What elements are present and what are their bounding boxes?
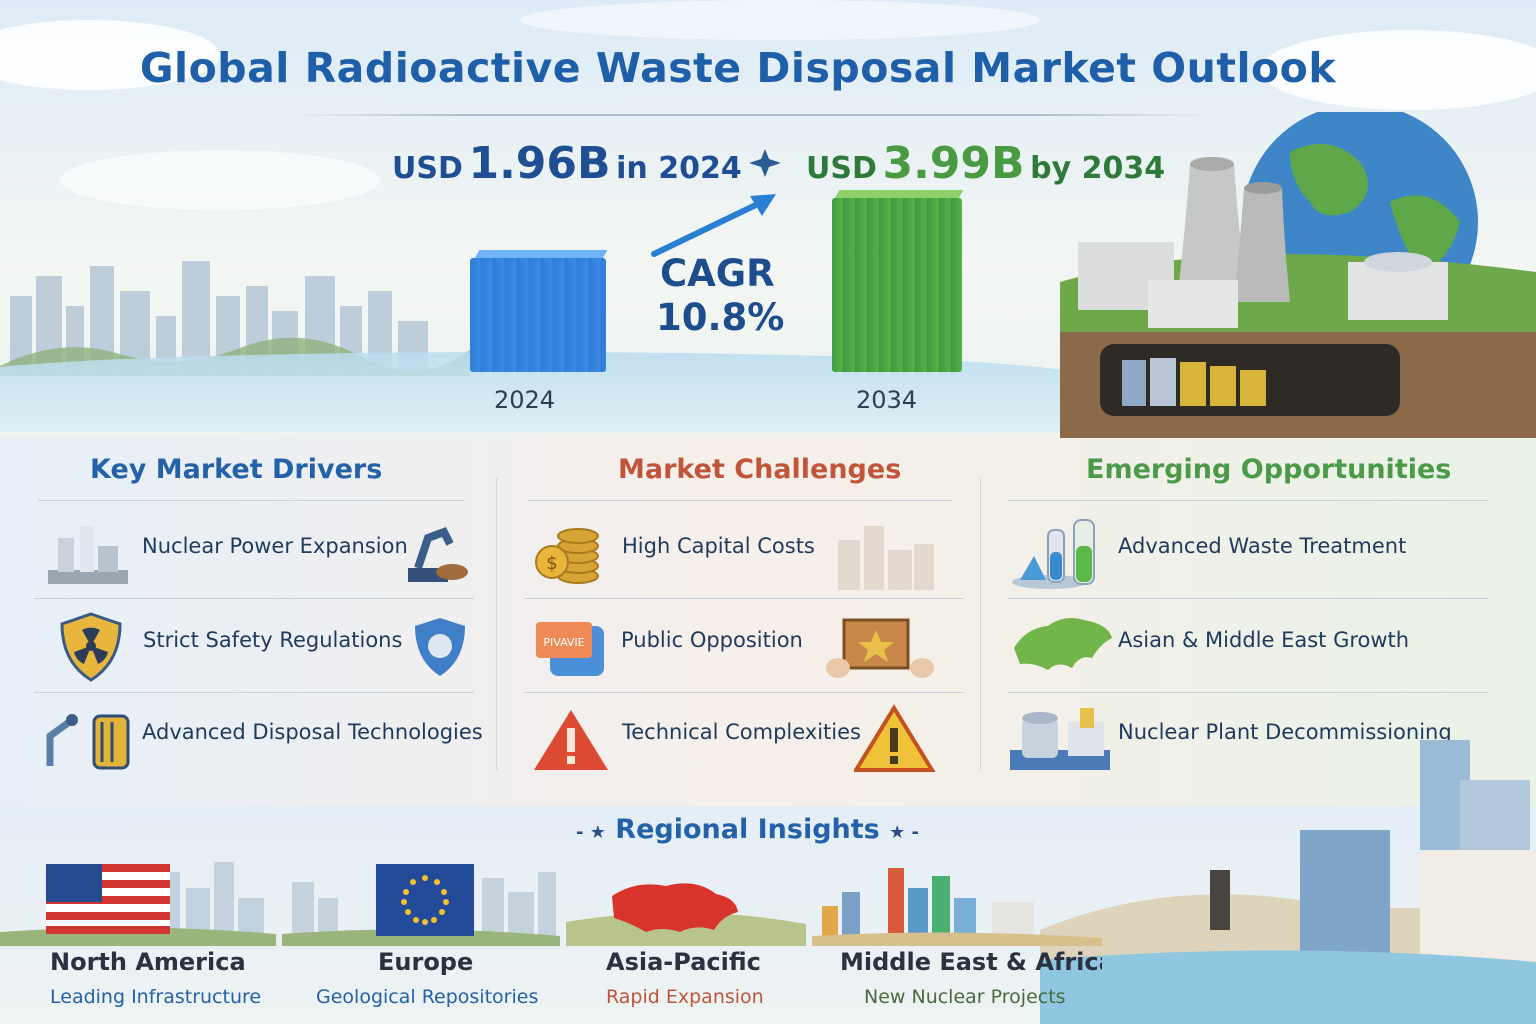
region-name: Middle East & Africa [840, 948, 1102, 976]
star-icon: ★ - [889, 822, 920, 843]
power-plant-icon [48, 526, 128, 584]
column-divider [496, 478, 497, 770]
list-item-driver: Advanced Disposal Technologies [34, 698, 483, 782]
region-name: Asia-Pacific [606, 948, 761, 976]
bar-label-2034: 2034 [856, 386, 918, 414]
market-amount: 1.96B [468, 138, 611, 189]
market-amount: 3.99B [882, 138, 1025, 189]
list-item-opportunity: Asian & Middle East Growth [1004, 606, 1504, 690]
region-name: North America [50, 948, 246, 976]
regional-heading: - ★ Regional Insights ★ - [576, 814, 919, 845]
nuclear-plant-repository-illustration [1060, 112, 1536, 438]
warning-sign-icon [854, 704, 936, 772]
row-divider [524, 598, 964, 599]
currency-label: USD [392, 151, 463, 186]
region-card-middle-east-africa: Middle East & Africa New Nuclear Project… [812, 862, 1102, 1024]
protest-sign-icon: PIVAVIE [536, 622, 604, 676]
row-divider [524, 692, 964, 693]
usa-flag-icon [46, 864, 170, 934]
region-subtitle: Rapid Expansion [606, 986, 764, 1008]
driver-label: Strict Safety Regulations [143, 628, 403, 652]
year-label: in 2024 [616, 151, 742, 186]
opportunity-label: Asian & Middle East Growth [1118, 628, 1410, 652]
svg-text:$: $ [546, 553, 557, 574]
bar-label-2024: 2024 [494, 386, 556, 414]
svg-text:PIVAVIE: PIVAVIE [543, 636, 584, 649]
region-name: Europe [378, 948, 474, 976]
cagr-value: 10.8% [656, 296, 785, 339]
bar-2024 [470, 258, 606, 372]
drivers-heading: Key Market Drivers [90, 454, 383, 485]
currency-label: USD [806, 151, 877, 186]
market-value-2034: USD 3.99B by 2034 [806, 138, 1165, 189]
asia-pacific-map-icon [612, 883, 738, 932]
row-divider [1008, 598, 1488, 599]
region-subtitle: New Nuclear Projects [864, 986, 1066, 1008]
list-item-challenge: Technical Complexities [524, 698, 964, 782]
page-title: Global Radioactive Waste Disposal Market… [139, 44, 1337, 92]
cagr-label: CAGR [660, 252, 775, 295]
robotic-arm-icon [408, 526, 468, 582]
desert-city-icon [812, 868, 1102, 946]
challenge-label: Technical Complexities [622, 720, 861, 744]
drivers-heading-rule [38, 500, 464, 501]
region-subtitle: Geological Repositories [316, 986, 539, 1008]
list-item-opportunity: Advanced Waste Treatment [1004, 512, 1504, 596]
decommissioning-plant-icon [1010, 708, 1110, 770]
opportunities-heading-rule [1008, 500, 1488, 501]
list-item-opportunity: Nuclear Plant Decommissioning [1004, 698, 1504, 782]
shield-icon [415, 618, 465, 676]
buildings-icon [838, 526, 934, 590]
opportunity-label: Advanced Waste Treatment [1118, 534, 1407, 558]
robot-arm-icon [46, 714, 130, 770]
list-item-challenge: $ High Capital Costs [524, 512, 964, 596]
row-divider [34, 692, 474, 693]
star-icon [749, 149, 781, 177]
challenge-label: Public Opposition [621, 628, 803, 652]
market-value-2024: USD 1.96B in 2024 [392, 138, 742, 189]
region-card-europe: Europe Geological Repositories [282, 862, 560, 1024]
row-divider [1008, 692, 1488, 693]
region-subtitle: Leading Infrastructure [50, 986, 262, 1008]
column-divider [980, 478, 981, 770]
placard-icon [826, 618, 934, 678]
test-tubes-icon [1012, 519, 1095, 589]
hero-section: Global Radioactive Waste Disposal Market… [0, 0, 1536, 438]
driver-label: Advanced Disposal Technologies [142, 720, 483, 744]
coins-icon: $ [535, 528, 599, 584]
driver-label: Nuclear Power Expansion [142, 534, 408, 558]
asia-map-icon [1014, 618, 1112, 670]
list-item-driver: Nuclear Power Expansion [34, 512, 474, 596]
list-item-challenge: PIVAVIE Public Opposition [524, 606, 964, 690]
growth-arrow-icon [651, 194, 776, 257]
star-icon: - ★ [576, 822, 606, 843]
region-card-asia-pacific: Asia-Pacific Rapid Expansion [566, 862, 806, 1024]
challenges-heading-rule [528, 500, 952, 501]
year-label: by 2034 [1030, 151, 1166, 186]
city-skyline-illustration [282, 872, 560, 946]
challenge-label: High Capital Costs [622, 534, 815, 558]
title-divider [290, 114, 1210, 116]
warning-icon [534, 710, 608, 770]
challenges-heading: Market Challenges [618, 454, 902, 485]
region-card-north-america: North America Leading Infrastructure [0, 862, 276, 1024]
market-factors-section [0, 438, 1536, 806]
radiation-shield-icon [60, 612, 122, 682]
opportunity-label: Nuclear Plant Decommissioning [1118, 720, 1452, 744]
opportunities-heading: Emerging Opportunities [1086, 454, 1452, 485]
row-divider [34, 598, 474, 599]
list-item-driver: Strict Safety Regulations [34, 606, 474, 690]
coastal-city-illustration [1040, 740, 1536, 1024]
bar-2034 [832, 198, 962, 372]
regional-heading-text: Regional Insights [615, 814, 880, 845]
eu-flag-icon [376, 864, 474, 936]
